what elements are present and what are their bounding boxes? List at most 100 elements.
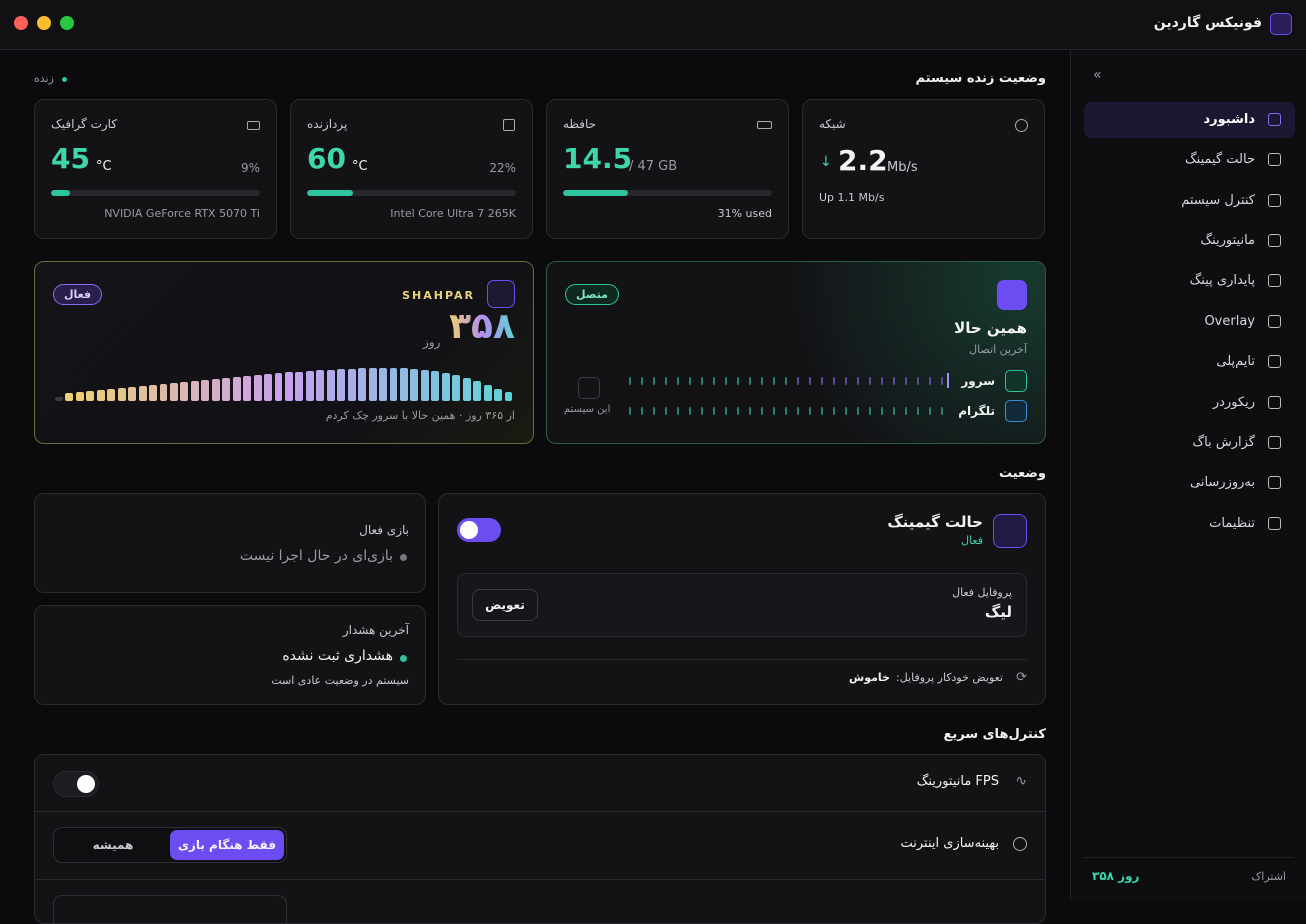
- ping-tick: [773, 377, 775, 385]
- usage-bar: [389, 368, 398, 401]
- usage-bar: [201, 380, 210, 401]
- app-logo: [1270, 13, 1292, 35]
- card-unit: °C: [96, 159, 112, 174]
- ping-tick: [713, 407, 715, 415]
- usage-bar: [138, 386, 147, 401]
- ping-tick: [917, 377, 919, 385]
- ping-tick: [629, 407, 631, 415]
- auto-icon: ⟳: [1016, 670, 1027, 685]
- mode-option[interactable]: فقط هنگام بازی: [170, 830, 284, 860]
- status-dot: [400, 655, 407, 662]
- divider: [457, 659, 1027, 660]
- memory-card: حافظه 14.5 / 47 GB 31% used: [546, 99, 789, 239]
- nav-label: به‌روزرسانی: [1189, 475, 1255, 491]
- ping-tick: [665, 407, 667, 415]
- system-icon: [578, 377, 600, 399]
- usage-bar: [410, 369, 419, 401]
- usage-bar: [128, 387, 137, 401]
- ping-tick: [893, 407, 895, 415]
- ping-tick: [821, 407, 823, 415]
- mode-segment: فقط هنگام بازی همیشه: [53, 827, 287, 863]
- card-title: حافظه: [563, 117, 597, 131]
- card-title: پردازنده: [307, 117, 348, 131]
- nav-item[interactable]: حالت گیمینگ: [1084, 142, 1295, 178]
- subscription-value: ۳۵۸ روز: [1092, 869, 1140, 883]
- nav-icon: [1268, 113, 1281, 126]
- auto-label: تعویض خودکار پروفایل:: [895, 671, 1003, 684]
- live-status: زنده: [34, 72, 54, 85]
- card-unit: °C: [352, 159, 368, 174]
- title-bar: فونیکس گاردین: [0, 0, 1306, 50]
- ping-tick: [653, 407, 655, 415]
- usage-bar: [75, 392, 84, 401]
- usage-bar: [504, 392, 513, 401]
- nav-item[interactable]: ریکوردر: [1084, 385, 1295, 421]
- fps-toggle[interactable]: [53, 771, 99, 797]
- nav-label: گزارش باگ: [1192, 434, 1255, 450]
- nav-item[interactable]: تایم‌پلی: [1084, 344, 1295, 380]
- telegram-icon: [1005, 400, 1027, 422]
- gaming-state: فعال: [961, 534, 983, 547]
- ping-tick: [905, 407, 907, 415]
- nav-icon: [1268, 476, 1281, 490]
- nav-label: Overlay: [1204, 314, 1255, 329]
- mode-option[interactable]: همیشه: [92, 838, 134, 852]
- mode-segment: [53, 895, 287, 923]
- ping-tick: [797, 407, 799, 415]
- collapse-button[interactable]: «: [1093, 67, 1102, 83]
- nav-item[interactable]: داشبورد: [1084, 102, 1295, 138]
- card-value: بازی‌ای در حال اجرا نیست: [239, 548, 393, 564]
- gaming-toggle[interactable]: [457, 518, 501, 542]
- ping-tick: [881, 377, 883, 385]
- ping-tick: [713, 377, 715, 385]
- usage-bar: [55, 397, 63, 401]
- nav-item[interactable]: مانیتورینگ: [1084, 223, 1295, 259]
- alert-card: آخرین هشدار هشداری ثبت نشده سیستم در وضع…: [34, 605, 426, 705]
- ping-tick: [905, 377, 907, 385]
- ping-tick: [929, 407, 931, 415]
- usage-bar: [253, 375, 262, 401]
- nav-item[interactable]: گزارش باگ: [1084, 425, 1295, 461]
- nav-item[interactable]: کنترل سیستم: [1084, 183, 1295, 219]
- switch-button[interactable]: تعویض: [472, 589, 538, 621]
- ping-tick: [821, 377, 823, 385]
- usage-bar: [420, 370, 429, 401]
- nav-item[interactable]: Overlay: [1084, 304, 1295, 340]
- ping-tick: [761, 407, 763, 415]
- gaming-card: حالت گیمینگ فعال پروفایل فعال لیگ تعویض …: [438, 493, 1046, 705]
- usage-bar: [243, 376, 252, 401]
- connection-subtitle: آخرین اتصال: [969, 343, 1027, 356]
- card-title: کارت گرافیک: [51, 117, 118, 131]
- nav-item[interactable]: به‌روزرسانی: [1084, 465, 1295, 501]
- nav-icon: [1268, 516, 1281, 530]
- nav-item[interactable]: پایداری پینگ: [1084, 263, 1295, 299]
- usage-bar: [326, 370, 335, 401]
- usage-bar: [431, 371, 440, 401]
- nav-label: حالت گیمینگ: [1185, 152, 1255, 168]
- usage-bar: [316, 370, 325, 401]
- brand: SHAHPAR: [402, 289, 475, 302]
- nav-label: تایم‌پلی: [1216, 354, 1255, 370]
- usage-bar: [452, 375, 461, 401]
- card-icon: [247, 121, 260, 130]
- card-value: 45: [51, 142, 90, 175]
- nav-item[interactable]: تنظیمات: [1084, 506, 1295, 542]
- usage-bar: [170, 383, 178, 401]
- usage-bar: [483, 385, 492, 401]
- ping-tick: [785, 407, 787, 415]
- ping-tick: [677, 377, 679, 385]
- ping-tick: [857, 377, 859, 385]
- network-card: شبکه ↓ 2.2 Mb/s Up 1.1 Mb/s: [802, 99, 1045, 239]
- ping-tick: [941, 407, 943, 415]
- ping-tick: [725, 377, 727, 385]
- nav-icon: [1268, 315, 1281, 328]
- progress-track: [307, 190, 516, 196]
- ping-tick: [881, 407, 883, 415]
- ping-tick: [701, 377, 703, 385]
- internet-label: بهینه‌سازی اینترنت: [900, 836, 1000, 851]
- usage-bar: [159, 384, 168, 401]
- connection-title: همین حالا: [954, 319, 1027, 337]
- card-title: آخرین هشدار: [342, 623, 409, 637]
- ping-tick: [737, 377, 739, 385]
